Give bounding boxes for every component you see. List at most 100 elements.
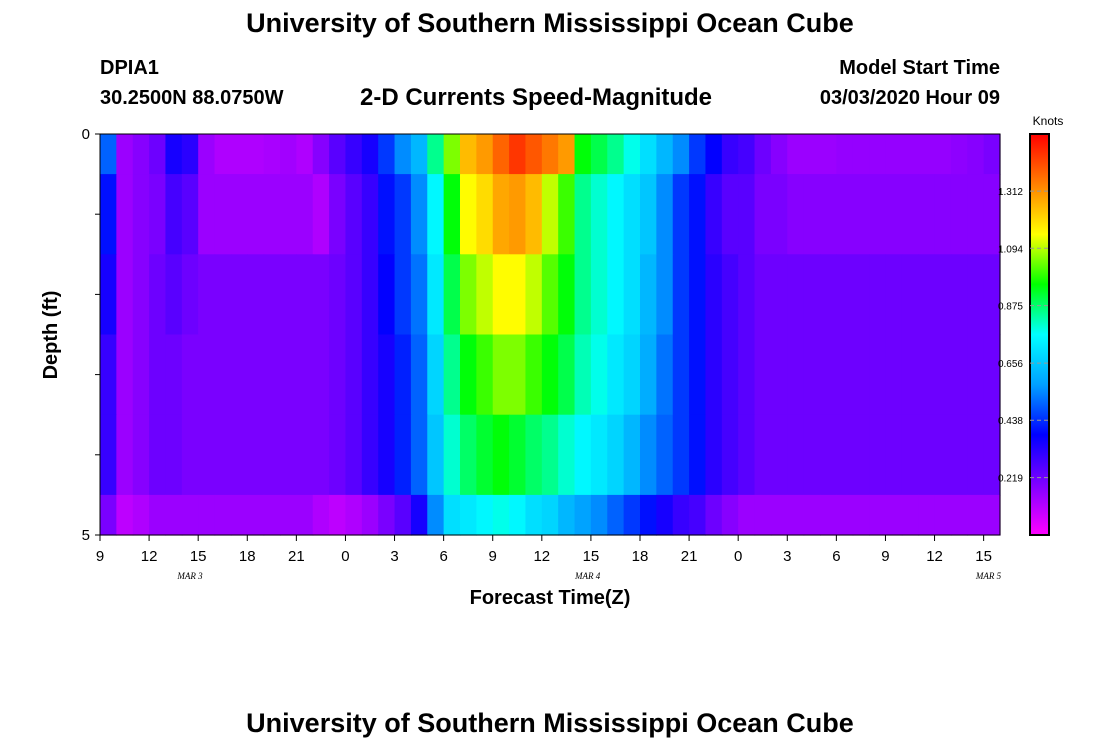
heatmap-cell: [165, 414, 183, 496]
heatmap-cell: [836, 134, 854, 175]
heatmap-cell: [230, 174, 248, 255]
heatmap-cell: [280, 494, 297, 536]
heatmap-cell: [820, 134, 837, 175]
heatmap-cell: [476, 494, 494, 536]
heatmap-cell: [640, 254, 657, 336]
heatmap-cell: [263, 414, 281, 496]
heatmap-cell: [165, 494, 183, 536]
heatmap-cell: [705, 494, 723, 536]
heatmap-cell: [869, 174, 887, 255]
model-start-label: Model Start Time: [839, 57, 1000, 79]
heatmap-cell: [918, 494, 936, 536]
heatmap-cell: [590, 334, 608, 416]
heatmap-cell: [820, 334, 837, 416]
heatmap-cell: [738, 414, 756, 496]
heatmap-cell: [509, 494, 527, 536]
heatmap-cell: [721, 334, 739, 416]
heatmap-cell: [640, 414, 657, 496]
heatmap-cell: [329, 414, 347, 496]
x-tick-label: 21: [681, 548, 698, 565]
heatmap-cell: [869, 414, 887, 496]
heatmap-cell: [869, 334, 887, 416]
x-tick-label: 15: [583, 548, 600, 565]
heatmap-cell: [705, 334, 723, 416]
heatmap-cell: [672, 174, 690, 255]
heatmap-cell: [329, 174, 347, 255]
heatmap-cell: [296, 174, 314, 255]
heatmap-cell: [754, 134, 772, 175]
heatmap-cell: [787, 414, 805, 496]
heatmap-cell: [378, 254, 396, 336]
heatmap-cell: [885, 134, 903, 175]
heatmap-cell: [247, 334, 265, 416]
x-tick-label: 15: [190, 548, 207, 565]
heatmap-cell: [214, 494, 232, 536]
heatmap-cell: [165, 134, 183, 175]
heatmap-cell: [329, 494, 347, 536]
heatmap-cell: [754, 174, 772, 255]
heatmap-cell: [460, 254, 477, 336]
heatmap-cell: [918, 134, 936, 175]
heatmap-cell: [345, 174, 363, 255]
heatmap-cell: [754, 334, 772, 416]
heatmap-cell: [247, 174, 265, 255]
heatmap-cell: [901, 334, 919, 416]
heatmap-cell: [885, 494, 903, 536]
heatmap-cell: [950, 254, 968, 336]
heatmap-cell: [378, 134, 396, 175]
colorbar-tick-label: 1.312: [998, 187, 1023, 198]
x-tick-label: 9: [489, 548, 497, 565]
heatmap-cell: [754, 254, 772, 336]
heatmap-cell: [394, 494, 412, 536]
heatmap-cell: [607, 494, 625, 536]
heatmap-cell: [476, 174, 494, 255]
heatmap-cell: [721, 254, 739, 336]
heatmap-cell: [312, 134, 330, 175]
heatmap-cell: [558, 414, 576, 496]
heatmap-cell: [689, 414, 707, 496]
heatmap-cell: [820, 494, 837, 536]
heatmap-cell: [950, 334, 968, 416]
date-label: MAR 5: [975, 571, 1002, 581]
heatmap-cell: [116, 414, 134, 496]
heatmap-cell: [427, 334, 445, 416]
x-tick-label: 0: [734, 548, 742, 565]
heatmap-cell: [738, 174, 756, 255]
date-label: MAR 4: [574, 571, 601, 581]
heatmap-cell: [721, 174, 739, 255]
heatmap-cell: [132, 494, 150, 536]
heatmap-cell: [558, 254, 576, 336]
heatmap-cell: [590, 254, 608, 336]
heatmap-cell: [443, 414, 461, 496]
heatmap-cell: [754, 414, 772, 496]
heatmap-cell: [181, 334, 199, 416]
y-axis: 05: [82, 126, 100, 544]
heatmap-cell: [885, 414, 903, 496]
heatmap-cell: [574, 334, 592, 416]
heatmap-cell: [263, 134, 281, 175]
heatmap-cell: [918, 334, 936, 416]
heatmap-cell: [803, 134, 821, 175]
y-tick-label: 0: [82, 126, 90, 143]
heatmap-cell: [443, 494, 461, 536]
heatmap-cell: [230, 254, 248, 336]
heatmap-cell: [427, 174, 445, 255]
heatmap-cell: [492, 254, 510, 336]
heatmap-cell: [967, 254, 985, 336]
heatmap-cell: [149, 414, 167, 496]
heatmap-cell: [836, 334, 854, 416]
heatmap-cell: [263, 174, 281, 255]
heatmap-cell: [492, 494, 510, 536]
heatmap-cell: [361, 134, 379, 175]
heatmap-cell: [934, 254, 952, 336]
heatmap-cell: [640, 134, 657, 175]
heatmap-cell: [312, 254, 330, 336]
heatmap-cell: [165, 254, 183, 336]
heatmap-cell: [803, 174, 821, 255]
heatmap-cell: [787, 334, 805, 416]
heatmap-cell: [590, 494, 608, 536]
heatmap-cell: [983, 134, 1001, 175]
heatmap-cell: [280, 414, 297, 496]
heatmap-cell: [181, 134, 199, 175]
colorbar-tick-label: 0.656: [998, 359, 1023, 370]
